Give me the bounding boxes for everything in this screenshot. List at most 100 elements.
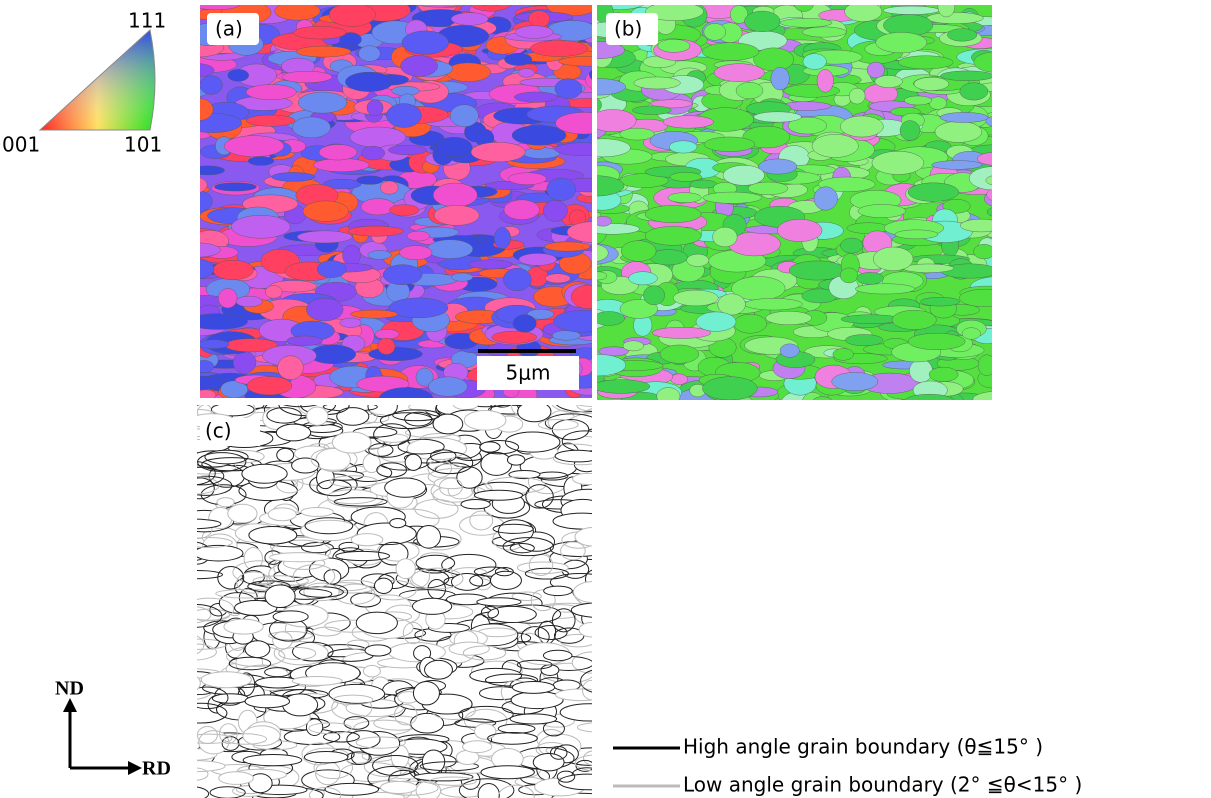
grain [463,409,507,431]
grain [331,431,372,454]
grain [509,543,535,554]
grain [703,136,756,152]
grain [324,782,380,796]
grain [747,181,789,195]
grain [840,115,884,138]
grain [346,639,370,650]
grain [410,712,445,734]
grain [524,567,569,580]
scale-box [477,356,579,390]
grain [286,335,323,346]
grain [306,406,329,426]
grain [335,550,391,562]
grain [268,630,313,641]
grain [200,204,202,212]
grain [645,5,704,21]
grain [578,622,592,638]
grain [282,405,318,408]
grain [712,226,738,248]
grain [574,526,592,547]
grain [419,761,479,772]
grain [597,78,626,96]
grain [597,215,612,227]
grain [428,376,468,397]
grain [265,285,283,299]
grain [489,570,522,590]
grain [200,671,252,689]
grain [362,664,381,678]
grain [575,759,592,772]
grain [977,354,992,376]
grain [432,182,478,208]
grain [382,264,423,285]
grain [370,580,417,601]
grain [811,134,859,158]
grain [584,569,592,589]
grain [389,204,420,216]
grain [657,39,691,53]
grain [931,160,983,170]
grain [200,63,215,78]
grain [379,412,434,430]
panel-label: (b) [614,17,642,41]
grain [672,289,719,307]
grain [525,484,554,509]
grain [972,391,992,400]
grain [484,673,539,687]
grain [779,18,833,28]
grain [233,599,278,616]
grain [316,479,352,497]
grain [549,540,592,557]
grain [474,723,497,740]
grain [200,98,214,121]
grain [470,142,526,163]
grain [920,297,960,307]
grain [902,263,954,273]
grain [493,227,511,249]
grain [480,765,535,780]
grain [986,207,992,217]
grain [875,32,928,54]
grain [271,172,315,182]
grain [456,466,483,489]
grain [404,453,422,471]
grain [840,314,901,324]
grain [986,188,992,201]
grain [292,116,331,139]
legend-label: Low angle grain boundary (2° ≦θ<15° ) [683,773,1082,797]
grain [246,114,296,127]
grain [909,359,933,383]
grain [372,754,419,777]
grain [730,5,749,24]
grain [313,158,370,172]
grain [397,438,445,455]
grain [899,120,921,141]
grain [551,405,592,413]
grain [264,584,296,609]
grain [411,597,453,615]
grain [377,337,396,355]
grain [597,109,637,133]
grain [891,309,937,330]
grain [197,603,223,628]
grain [400,55,438,77]
boundary-map-c [197,405,592,798]
grain [503,199,540,220]
grain [497,784,535,798]
grain [801,26,847,38]
grain [223,618,264,635]
grain [232,350,257,374]
grain [554,688,592,702]
grain [695,311,737,332]
grain [212,260,254,281]
grain [702,191,763,204]
grain [197,537,233,549]
grain [378,387,434,398]
grain [221,736,240,751]
grain [937,5,956,18]
grain [926,12,984,24]
grain [305,718,324,736]
grain [416,524,442,549]
grain [518,68,535,78]
grain [816,69,834,93]
